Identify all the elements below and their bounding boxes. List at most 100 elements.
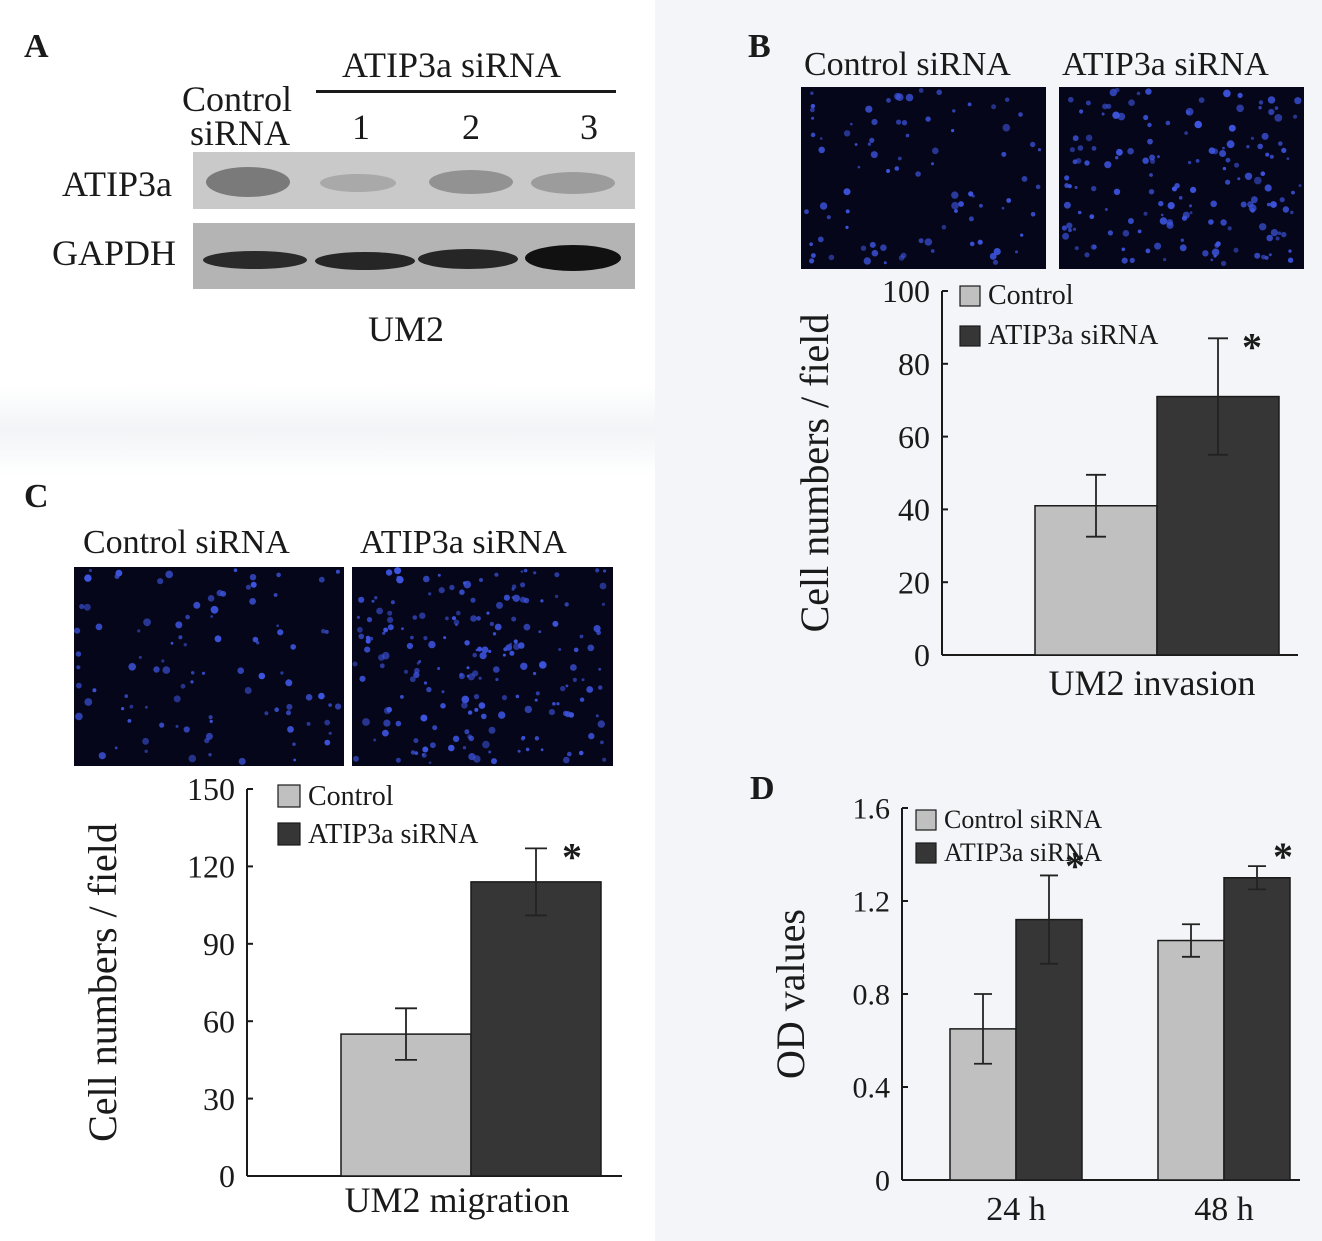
cell-nucleus bbox=[826, 215, 831, 220]
category-label: 48 h bbox=[1194, 1191, 1254, 1228]
cell-nucleus bbox=[142, 737, 149, 745]
band-gapdh-control bbox=[203, 251, 307, 269]
cell-nucleus bbox=[958, 201, 964, 207]
cell-nucleus bbox=[478, 676, 482, 680]
cell-nucleus bbox=[324, 629, 329, 634]
y-tick-label: 30 bbox=[203, 1081, 235, 1117]
cell-nucleus bbox=[993, 248, 1001, 256]
lane-label-2: 2 bbox=[462, 107, 480, 147]
cell-nucleus bbox=[1268, 253, 1272, 257]
cell-nucleus bbox=[216, 589, 223, 597]
cell-nucleus bbox=[556, 702, 560, 706]
cell-nucleus bbox=[208, 715, 213, 720]
cell-nucleus bbox=[515, 694, 520, 699]
blot-group-line bbox=[316, 90, 616, 93]
cell-nucleus bbox=[430, 742, 436, 749]
significance-marker: * bbox=[1065, 843, 1085, 888]
cell-nucleus bbox=[1143, 114, 1149, 121]
cell-nucleus bbox=[1030, 212, 1036, 217]
cell-nucleus bbox=[464, 729, 470, 735]
cell-nucleus bbox=[991, 104, 997, 110]
cell-nucleus bbox=[810, 107, 815, 113]
cell-nucleus bbox=[379, 663, 385, 669]
cell-nucleus bbox=[92, 688, 97, 693]
cell-nucleus bbox=[1002, 123, 1011, 132]
cell-nucleus bbox=[451, 616, 457, 621]
cell-nucleus bbox=[437, 573, 441, 577]
cell-nucleus bbox=[245, 584, 251, 590]
cell-nucleus bbox=[75, 712, 83, 721]
cell-nucleus bbox=[1194, 120, 1202, 129]
cell-nucleus bbox=[376, 607, 383, 615]
cell-nucleus bbox=[809, 258, 815, 264]
cell-nucleus bbox=[129, 704, 134, 709]
cell-nucleus bbox=[871, 118, 878, 126]
cell-nucleus bbox=[1115, 156, 1119, 160]
cell-nucleus bbox=[951, 129, 955, 133]
cell-nucleus bbox=[554, 572, 560, 578]
y-tick-label: 90 bbox=[203, 926, 235, 962]
cell-nucleus bbox=[1091, 185, 1097, 192]
band-gapdh-1 bbox=[315, 252, 415, 270]
cell-nucleus bbox=[600, 740, 604, 745]
blot-row-label-gapdh: GAPDH bbox=[52, 233, 177, 273]
cell-nucleus bbox=[472, 652, 477, 658]
cell-nucleus bbox=[371, 599, 375, 603]
cell-nucleus bbox=[1015, 250, 1018, 254]
cell-nucleus bbox=[870, 151, 878, 159]
cell-nucleus bbox=[476, 616, 481, 621]
cell-nucleus bbox=[249, 598, 256, 605]
cell-nucleus bbox=[503, 594, 510, 601]
cell-nucleus bbox=[365, 635, 371, 641]
cell-nucleus bbox=[871, 249, 879, 257]
cell-nucleus bbox=[1180, 238, 1184, 242]
cell-nucleus bbox=[586, 686, 594, 693]
cell-nucleus bbox=[249, 574, 257, 581]
cell-nucleus bbox=[210, 605, 219, 614]
cell-nucleus bbox=[183, 726, 190, 733]
cell-nucleus bbox=[478, 702, 486, 709]
cell-nucleus bbox=[76, 665, 81, 670]
cell-nucleus bbox=[1251, 196, 1258, 204]
cell-nucleus bbox=[880, 244, 887, 251]
cell-nucleus bbox=[593, 625, 601, 633]
cell-nucleus bbox=[1258, 100, 1264, 105]
cell-nucleus bbox=[1293, 114, 1298, 119]
cell-nucleus bbox=[193, 601, 201, 609]
cell-nucleus bbox=[143, 618, 151, 627]
cell-nucleus bbox=[463, 581, 467, 585]
cell-nucleus bbox=[952, 109, 956, 113]
legend-label: Control bbox=[988, 280, 1074, 311]
cell-nucleus bbox=[318, 692, 325, 700]
cell-nucleus bbox=[1167, 202, 1175, 210]
cell-nucleus bbox=[1154, 242, 1162, 250]
cell-nucleus bbox=[896, 119, 902, 125]
cell-nucleus bbox=[412, 615, 418, 620]
cell-nucleus bbox=[538, 630, 542, 634]
cell-nucleus bbox=[416, 661, 420, 665]
cell-nucleus bbox=[951, 201, 959, 210]
cell-nucleus bbox=[1190, 186, 1197, 193]
cell-nucleus bbox=[1102, 103, 1108, 110]
cell-nucleus bbox=[1195, 159, 1200, 163]
legend-swatch bbox=[959, 285, 981, 307]
cell-nucleus bbox=[461, 695, 470, 704]
band-atip3a-3 bbox=[531, 172, 615, 194]
cell-nucleus bbox=[318, 576, 325, 583]
cell-nucleus bbox=[539, 661, 547, 669]
cell-nucleus bbox=[180, 683, 186, 689]
cell-nucleus bbox=[517, 749, 521, 753]
cell-nucleus bbox=[954, 209, 958, 213]
cell-nucleus bbox=[578, 750, 584, 756]
band-atip3a-2 bbox=[429, 170, 513, 194]
micro-b-label-atip3a: ATIP3a siRNA bbox=[1062, 46, 1269, 83]
cell-nucleus bbox=[466, 674, 470, 678]
cell-nucleus bbox=[1282, 206, 1290, 213]
micro-b-label-control: Control siRNA bbox=[804, 46, 1011, 83]
cell-nucleus bbox=[488, 649, 492, 653]
category-label: 24 h bbox=[986, 1191, 1046, 1228]
y-tick-label: 0 bbox=[914, 637, 930, 673]
cell-nucleus bbox=[588, 732, 595, 740]
cell-nucleus bbox=[894, 92, 901, 100]
cell-nucleus bbox=[1234, 162, 1240, 168]
